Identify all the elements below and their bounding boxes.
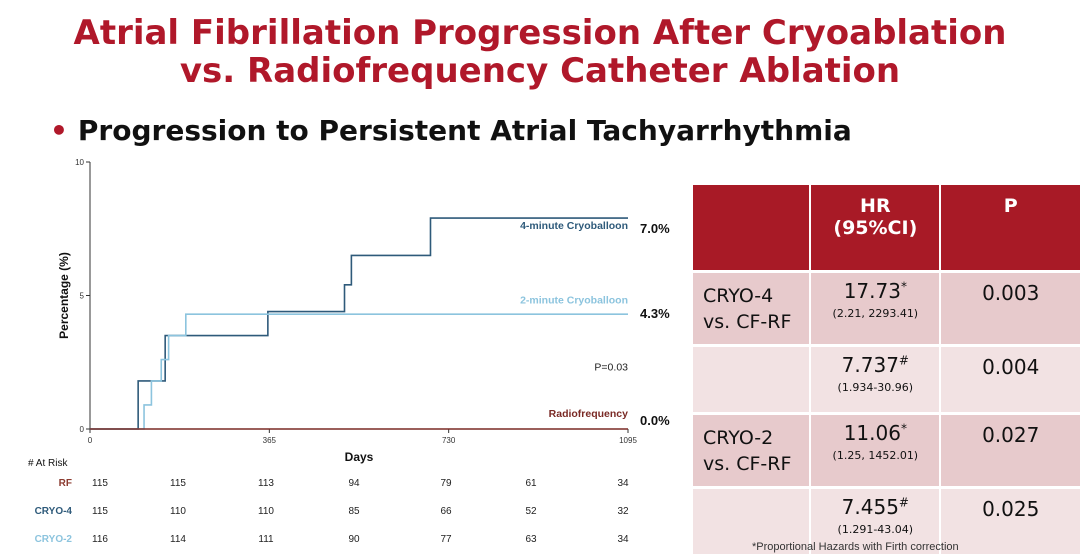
hr-table-row: 7.455# (1.291-43.04) 0.025	[691, 489, 1080, 554]
hr-value: 11.06*	[843, 421, 907, 445]
title-line-2: vs. Radiofrequency Catheter Ablation	[179, 51, 901, 91]
risk-value: 110	[258, 506, 274, 517]
y-tick-label: 0	[80, 425, 85, 434]
hr-value-cell: 17.73* (2.21, 2293.41)	[809, 273, 940, 344]
hr-group-cell	[691, 347, 810, 412]
hr-p-cell: 0.025	[939, 489, 1080, 554]
risk-value: 94	[348, 478, 360, 489]
x-tick-label: 0	[88, 436, 93, 445]
hr-p-cell: 0.027	[939, 415, 1080, 486]
series-end-label: 7.0%	[640, 220, 670, 236]
risk-value: 34	[617, 534, 629, 545]
risk-value: 61	[525, 478, 537, 489]
hr-ci: (2.21, 2293.41)	[832, 307, 919, 320]
risk-value: 111	[258, 534, 274, 545]
risk-value: 116	[92, 534, 108, 545]
hr-ci: (1.25, 1452.01)	[832, 449, 919, 462]
km-chart: 0 5 10 0 365 730 1095 Days Percentage (%) 4-minu…	[18, 152, 690, 551]
hr-header-empty	[691, 185, 810, 270]
x-tick-label: 730	[442, 436, 456, 445]
risk-value: 85	[348, 506, 360, 517]
hr-p-cell: 0.003	[939, 273, 1080, 344]
bullet-point: • Progression to Persistent Atrial Tachya…	[50, 114, 852, 147]
hr-group-cell: CRYO-2 vs. CF-RF	[691, 415, 810, 486]
risk-value: 52	[525, 506, 537, 517]
risk-row-label: CRYO-4	[35, 506, 73, 517]
hr-mark: #	[898, 495, 909, 510]
hr-mark: *	[900, 421, 907, 436]
hr-table-row: CRYO-2 vs. CF-RF 11.06* (1.25, 1452.01) 0.02…	[691, 415, 1080, 486]
y-tick-label: 5	[80, 292, 85, 301]
risk-value: 63	[525, 534, 537, 545]
series-line	[90, 217, 628, 430]
x-axis-label: Days	[345, 450, 374, 464]
risk-value: 90	[348, 534, 360, 545]
hr-header-p: P	[939, 185, 1080, 270]
hr-table-row: 7.737# (1.934-30.96) 0.004	[691, 347, 1080, 412]
hr-ci: (1.934-30.96)	[837, 381, 914, 394]
hr-value: 17.73*	[843, 279, 907, 303]
series-end-label: 4.3%	[640, 306, 670, 322]
hr-mark: #	[898, 353, 909, 368]
hr-value-cell: 7.737# (1.934-30.96)	[809, 347, 940, 412]
hr-header-hr: HR (95%CI)	[809, 185, 940, 270]
title-line-1: Atrial Fibrillation Progression After Cr…	[73, 13, 1007, 53]
risk-value: 77	[440, 534, 452, 545]
hr-mark: *	[900, 279, 907, 294]
risk-value: 110	[170, 506, 186, 517]
series-end-label: 0.0%	[640, 413, 670, 428]
hr-table: HR (95%CI) P CRYO-4 vs. CF-RF 17.73* (2.21, …	[691, 182, 1080, 557]
series-name-label: Radiofrequency	[549, 408, 629, 420]
y-axis-label: Percentage (%)	[57, 252, 71, 339]
risk-value: 32	[617, 506, 629, 517]
risk-table-header: # At Risk	[28, 458, 68, 469]
hr-value-cell: 11.06* (1.25, 1452.01)	[809, 415, 940, 486]
series-name-label: 2-minute Cryoballoon	[520, 295, 628, 307]
hr-group-cell	[691, 489, 810, 554]
risk-row-label: CRYO-2	[35, 534, 73, 545]
risk-row-label: RF	[59, 478, 72, 489]
bullet-dot-icon: •	[50, 114, 68, 147]
footnote: *Proportional Hazards with Firth correct…	[752, 541, 959, 553]
hr-value: 7.455#	[841, 495, 909, 519]
risk-value: 115	[92, 478, 108, 489]
risk-value: 113	[258, 478, 274, 489]
risk-value: 115	[170, 478, 186, 489]
hr-ci: (1.291-43.04)	[837, 523, 914, 536]
slide-title: Atrial Fibrillation Progression After Cr…	[0, 14, 1080, 90]
risk-value: 115	[92, 506, 108, 517]
risk-value: 34	[617, 478, 629, 489]
bullet-text: Progression to Persistent Atrial Tachyar…	[77, 114, 852, 147]
x-tick-label: 365	[263, 436, 277, 445]
hr-value: 7.737#	[841, 353, 909, 377]
hr-group-cell: CRYO-4 vs. CF-RF	[691, 273, 810, 344]
x-tick-label: 1095	[619, 436, 637, 445]
series-name-label: 4-minute Cryoballoon	[520, 220, 628, 232]
hr-table-header: HR (95%CI) P	[691, 185, 1080, 270]
risk-value: 66	[440, 506, 452, 517]
hr-p-cell: 0.004	[939, 347, 1080, 412]
risk-value: 79	[440, 478, 452, 489]
y-tick-label: 10	[75, 158, 84, 167]
p-value-label: P=0.03	[594, 361, 628, 373]
risk-value: 114	[170, 534, 186, 545]
km-chart-svg: 0 5 10 0 365 730 1095 Days Percentage (%) 4-minu…	[28, 158, 637, 545]
hr-table-row: CRYO-4 vs. CF-RF 17.73* (2.21, 2293.41) 0.00…	[691, 273, 1080, 344]
series-line	[90, 313, 628, 430]
hr-value-cell: 7.455# (1.291-43.04)	[809, 489, 940, 554]
